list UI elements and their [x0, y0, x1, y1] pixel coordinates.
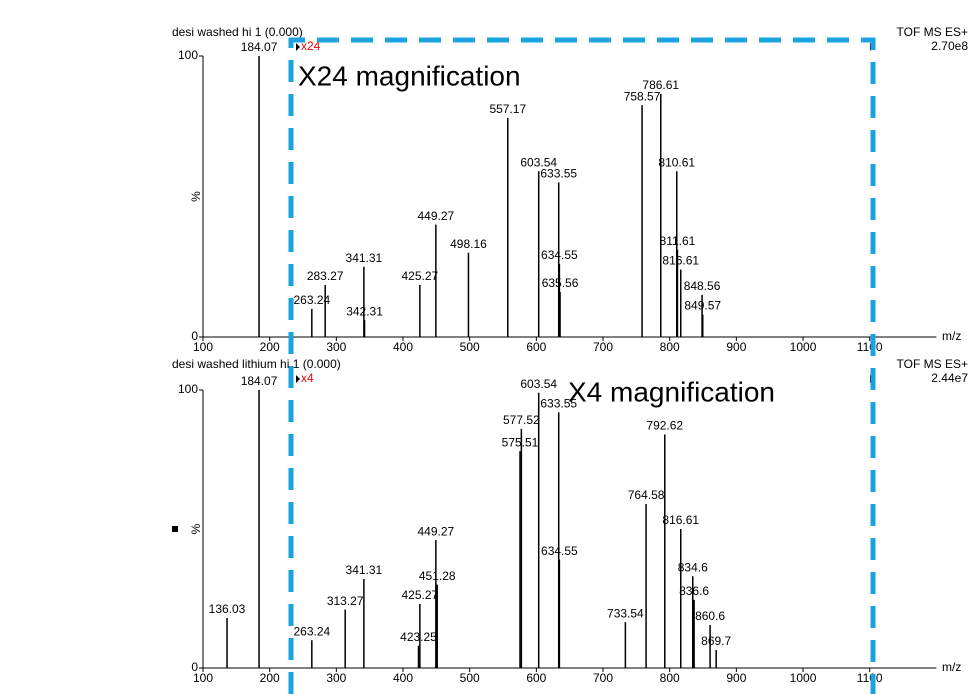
- peak-label: 635.56: [542, 276, 579, 290]
- peak-label: 451.28: [419, 569, 456, 583]
- peak-label: 449.27: [418, 209, 455, 223]
- magnification-label: x4: [301, 371, 314, 385]
- peak-label: 263.24: [293, 624, 330, 638]
- x-tick-label: 700: [593, 340, 613, 354]
- y-tick-label: 100: [178, 382, 198, 396]
- peak-label: 557.17: [489, 102, 526, 116]
- mag-marker: [296, 375, 300, 383]
- peak-label: 341.31: [346, 251, 383, 265]
- chart-title: desi washed hi 1 (0.000): [172, 25, 303, 39]
- peak-label: 849.57: [684, 299, 721, 313]
- y-tick-label: 0: [191, 660, 198, 674]
- peak-label: 603.54: [520, 155, 557, 169]
- peak-label: 733.54: [607, 606, 644, 620]
- peak-label: 577.52: [503, 413, 540, 427]
- y-tick-label: 100: [178, 48, 198, 62]
- x-tick-label: 200: [260, 340, 280, 354]
- peak-label: 184.07: [241, 40, 278, 54]
- peak-label: 634.55: [541, 248, 578, 262]
- x-tick-label: 300: [326, 671, 346, 685]
- peak-label: 425.27: [402, 588, 439, 602]
- annotation: X24 magnification: [298, 60, 521, 91]
- x-tick-label: 400: [393, 340, 413, 354]
- y-axis-label: %: [189, 523, 203, 534]
- x-tick-label: 800: [660, 671, 680, 685]
- x-tick-label: 800: [660, 340, 680, 354]
- x-tick-label: 600: [526, 340, 546, 354]
- intensity: 2.70e8: [931, 39, 968, 53]
- magnification-label: x24: [301, 39, 321, 53]
- x-tick-label: 900: [726, 340, 746, 354]
- peak-label: 184.07: [241, 374, 278, 388]
- x-tick-label: 1100: [857, 340, 883, 354]
- x-tick-label: 400: [393, 671, 413, 685]
- peak-label: 810.61: [658, 155, 695, 169]
- x-tick-label: 100: [193, 340, 213, 354]
- instrument: TOF MS ES+: [897, 25, 968, 39]
- peak-label: 811.61: [660, 234, 696, 248]
- x-tick-label: 1000: [790, 340, 817, 354]
- y-tick-label: 0: [191, 329, 198, 343]
- peak-label: 423.25: [400, 630, 437, 644]
- x-tick-label: 700: [593, 671, 613, 685]
- peak-label: 786.61: [642, 78, 679, 92]
- peak-label: 764.58: [628, 488, 665, 502]
- peak-label: 836.6: [679, 584, 709, 598]
- y-axis-label: %: [189, 191, 203, 202]
- peak-label: 342.31: [346, 304, 383, 318]
- instrument: TOF MS ES+: [897, 357, 968, 371]
- peak-label: 341.31: [346, 563, 383, 577]
- peak-label: 283.27: [307, 269, 344, 283]
- peak-label: 634.55: [541, 544, 578, 558]
- peak-label: 263.24: [293, 293, 330, 307]
- peak-label: 136.03: [209, 602, 246, 616]
- x-tick-label: 500: [460, 671, 480, 685]
- chart-title: desi washed lithium hi 1 (0.000): [172, 357, 341, 371]
- peak-label: 848.56: [684, 279, 721, 293]
- peak-label: 816.61: [662, 513, 699, 527]
- peak-label: 575.51: [502, 435, 539, 449]
- marker-square: [172, 526, 178, 532]
- x-tick-label: 500: [460, 340, 480, 354]
- peak-label: 425.27: [402, 269, 439, 283]
- x-tick-label: 200: [260, 671, 280, 685]
- x-tick-label: 600: [526, 671, 546, 685]
- peak-label: 313.27: [327, 594, 364, 608]
- x-tick-label: 1100: [857, 671, 883, 685]
- peak-label: 816.61: [662, 254, 699, 268]
- x-axis-label: m/z: [942, 660, 961, 674]
- peak-label: 834.6: [678, 560, 708, 574]
- annotation: X4 magnification: [568, 376, 775, 407]
- x-tick-label: 1000: [790, 671, 817, 685]
- zoom-box: [288, 37, 876, 694]
- x-tick-label: 900: [726, 671, 746, 685]
- peak-label: 603.54: [520, 377, 557, 391]
- x-tick-label: 100: [193, 671, 213, 685]
- peak-label: 449.27: [418, 524, 455, 538]
- x-tick-label: 300: [326, 340, 346, 354]
- peak-label: 633.55: [540, 396, 577, 410]
- intensity: 2.44e7: [931, 371, 968, 385]
- peak-label: 498.16: [450, 237, 487, 251]
- peak-label: 869.7: [701, 634, 731, 648]
- peak-label: 792.62: [646, 419, 683, 433]
- x-axis-label: m/z: [942, 329, 961, 343]
- peak-label: 860.6: [695, 609, 725, 623]
- mag-marker: [296, 43, 300, 51]
- peak-label: 633.55: [540, 167, 577, 181]
- peak-label: 758.57: [624, 89, 661, 103]
